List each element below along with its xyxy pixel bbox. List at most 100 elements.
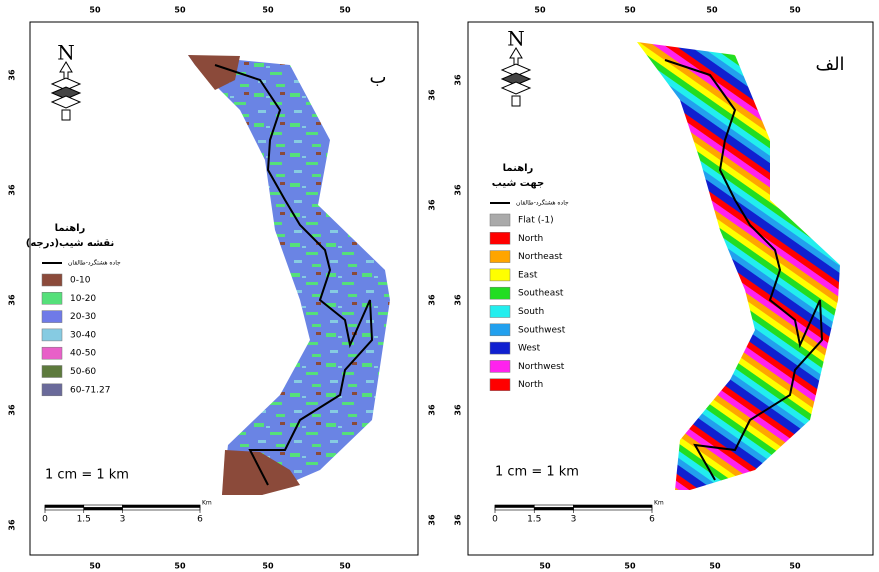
scale-unit: Km: [654, 500, 664, 507]
coord-label: 50: [534, 6, 546, 15]
legend-road-label: جاده هشتگرد-طالقان: [68, 259, 121, 267]
scale-bar: [534, 508, 573, 511]
legend-label: Southwest: [518, 325, 566, 335]
coord-label: 50: [174, 6, 186, 15]
coord-label: 36: [8, 184, 17, 196]
legend-swatch: [42, 311, 62, 323]
north-icon: [62, 110, 70, 120]
coord-label: 50: [706, 6, 718, 15]
coord-label: 36: [454, 294, 463, 306]
scale-bar: [84, 508, 123, 511]
coord-label: 36: [428, 89, 437, 101]
scale-text: 1 cm = 1 km: [45, 468, 129, 483]
legend-road-label: جاده هشتگرد-طالقان: [516, 199, 569, 207]
legend-swatch: [42, 347, 62, 359]
legend-subtitle: نقشه شیب(درجه): [26, 238, 114, 249]
legend-label: South: [518, 307, 544, 317]
legend-title: راهنما: [503, 163, 534, 174]
legend-swatch: [490, 214, 510, 226]
coord-label: 50: [174, 562, 186, 571]
scale-tick-label: 6: [197, 515, 203, 525]
legend-label: Northeast: [518, 252, 563, 262]
panel-letter: ب: [370, 67, 387, 88]
legend-label: 60-71.27: [70, 385, 110, 395]
legend-label: 40-50: [70, 349, 96, 359]
scale-bar: [574, 508, 653, 511]
scale-unit: Km: [202, 500, 212, 507]
aspect-map: [637, 42, 840, 490]
scale-tick-label: 3: [571, 515, 577, 525]
coord-label: 36: [454, 514, 463, 526]
legend-swatch: [490, 251, 510, 263]
legend-label: Northwest: [518, 362, 565, 372]
scale-bar: [123, 505, 201, 508]
legend-swatch: [42, 366, 62, 378]
coord-label: 50: [789, 562, 801, 571]
scale-bar: [534, 505, 573, 508]
panel-letter: الف: [815, 54, 844, 75]
legend-label: 20-30: [70, 312, 96, 322]
coord-label: 36: [428, 294, 437, 306]
scale-text: 1 cm = 1 km: [495, 465, 579, 480]
north-label: N: [57, 41, 75, 65]
legend-swatch: [490, 232, 510, 244]
scale-bar: [495, 508, 534, 511]
scale-bar: [84, 505, 123, 508]
coord-label: 36: [8, 519, 17, 531]
legend-swatch: [490, 306, 510, 318]
coord-label: 50: [709, 562, 721, 571]
scale-tick-label: 1.5: [527, 515, 541, 525]
coord-label: 36: [8, 69, 17, 81]
scale-tick-label: 3: [120, 515, 126, 525]
legend-swatch: [490, 379, 510, 391]
coord-label: 36: [8, 404, 17, 416]
coord-label: 36: [428, 514, 437, 526]
scale-tick-label: 0: [42, 515, 48, 525]
scale-tick-label: 1.5: [77, 515, 91, 525]
coord-label: 36: [8, 294, 17, 306]
legend-label: 50-60: [70, 367, 96, 377]
legend-swatch: [490, 360, 510, 372]
legend-swatch: [490, 269, 510, 281]
scale-tick-label: 0: [492, 515, 498, 525]
north-icon: [502, 82, 530, 94]
legend-label: 10-20: [70, 294, 96, 304]
coord-label: 50: [339, 562, 351, 571]
scale-tick-label: 6: [649, 515, 655, 525]
legend-swatch: [42, 329, 62, 341]
legend-label: North: [518, 380, 543, 390]
north-label: N: [507, 27, 525, 51]
legend-label: North: [518, 234, 543, 244]
legend-swatch: [42, 292, 62, 304]
legend-swatch: [490, 324, 510, 336]
scale-bar: [45, 505, 84, 508]
slope-map: [188, 55, 390, 495]
scale-bar: [45, 508, 84, 511]
coord-label: 36: [454, 74, 463, 86]
legend-swatch: [490, 287, 510, 299]
scale-bar: [574, 505, 653, 508]
north-icon: [52, 96, 80, 108]
legend-label: 30-40: [70, 330, 96, 340]
coord-label: 36: [454, 404, 463, 416]
coord-label: 50: [624, 6, 636, 15]
scale-bar: [495, 505, 534, 508]
coord-label: 50: [262, 6, 274, 15]
legend-label: Southeast: [518, 289, 564, 299]
legend-swatch: [42, 274, 62, 286]
coord-label: 50: [789, 6, 801, 15]
legend-label: 0-10: [70, 276, 91, 286]
coord-label: 36: [428, 404, 437, 416]
north-icon: [512, 96, 520, 106]
coord-label: 50: [539, 562, 551, 571]
legend-subtitle: جهت شیب: [492, 178, 544, 189]
coord-label: 50: [89, 6, 101, 15]
coord-label: 50: [262, 562, 274, 571]
legend-title: راهنما: [55, 223, 86, 234]
legend-swatch: [42, 384, 62, 396]
coord-label: 36: [428, 199, 437, 211]
coord-label: 50: [339, 6, 351, 15]
coord-label: 50: [89, 562, 101, 571]
legend-label: East: [518, 270, 538, 280]
coord-label: 50: [624, 562, 636, 571]
